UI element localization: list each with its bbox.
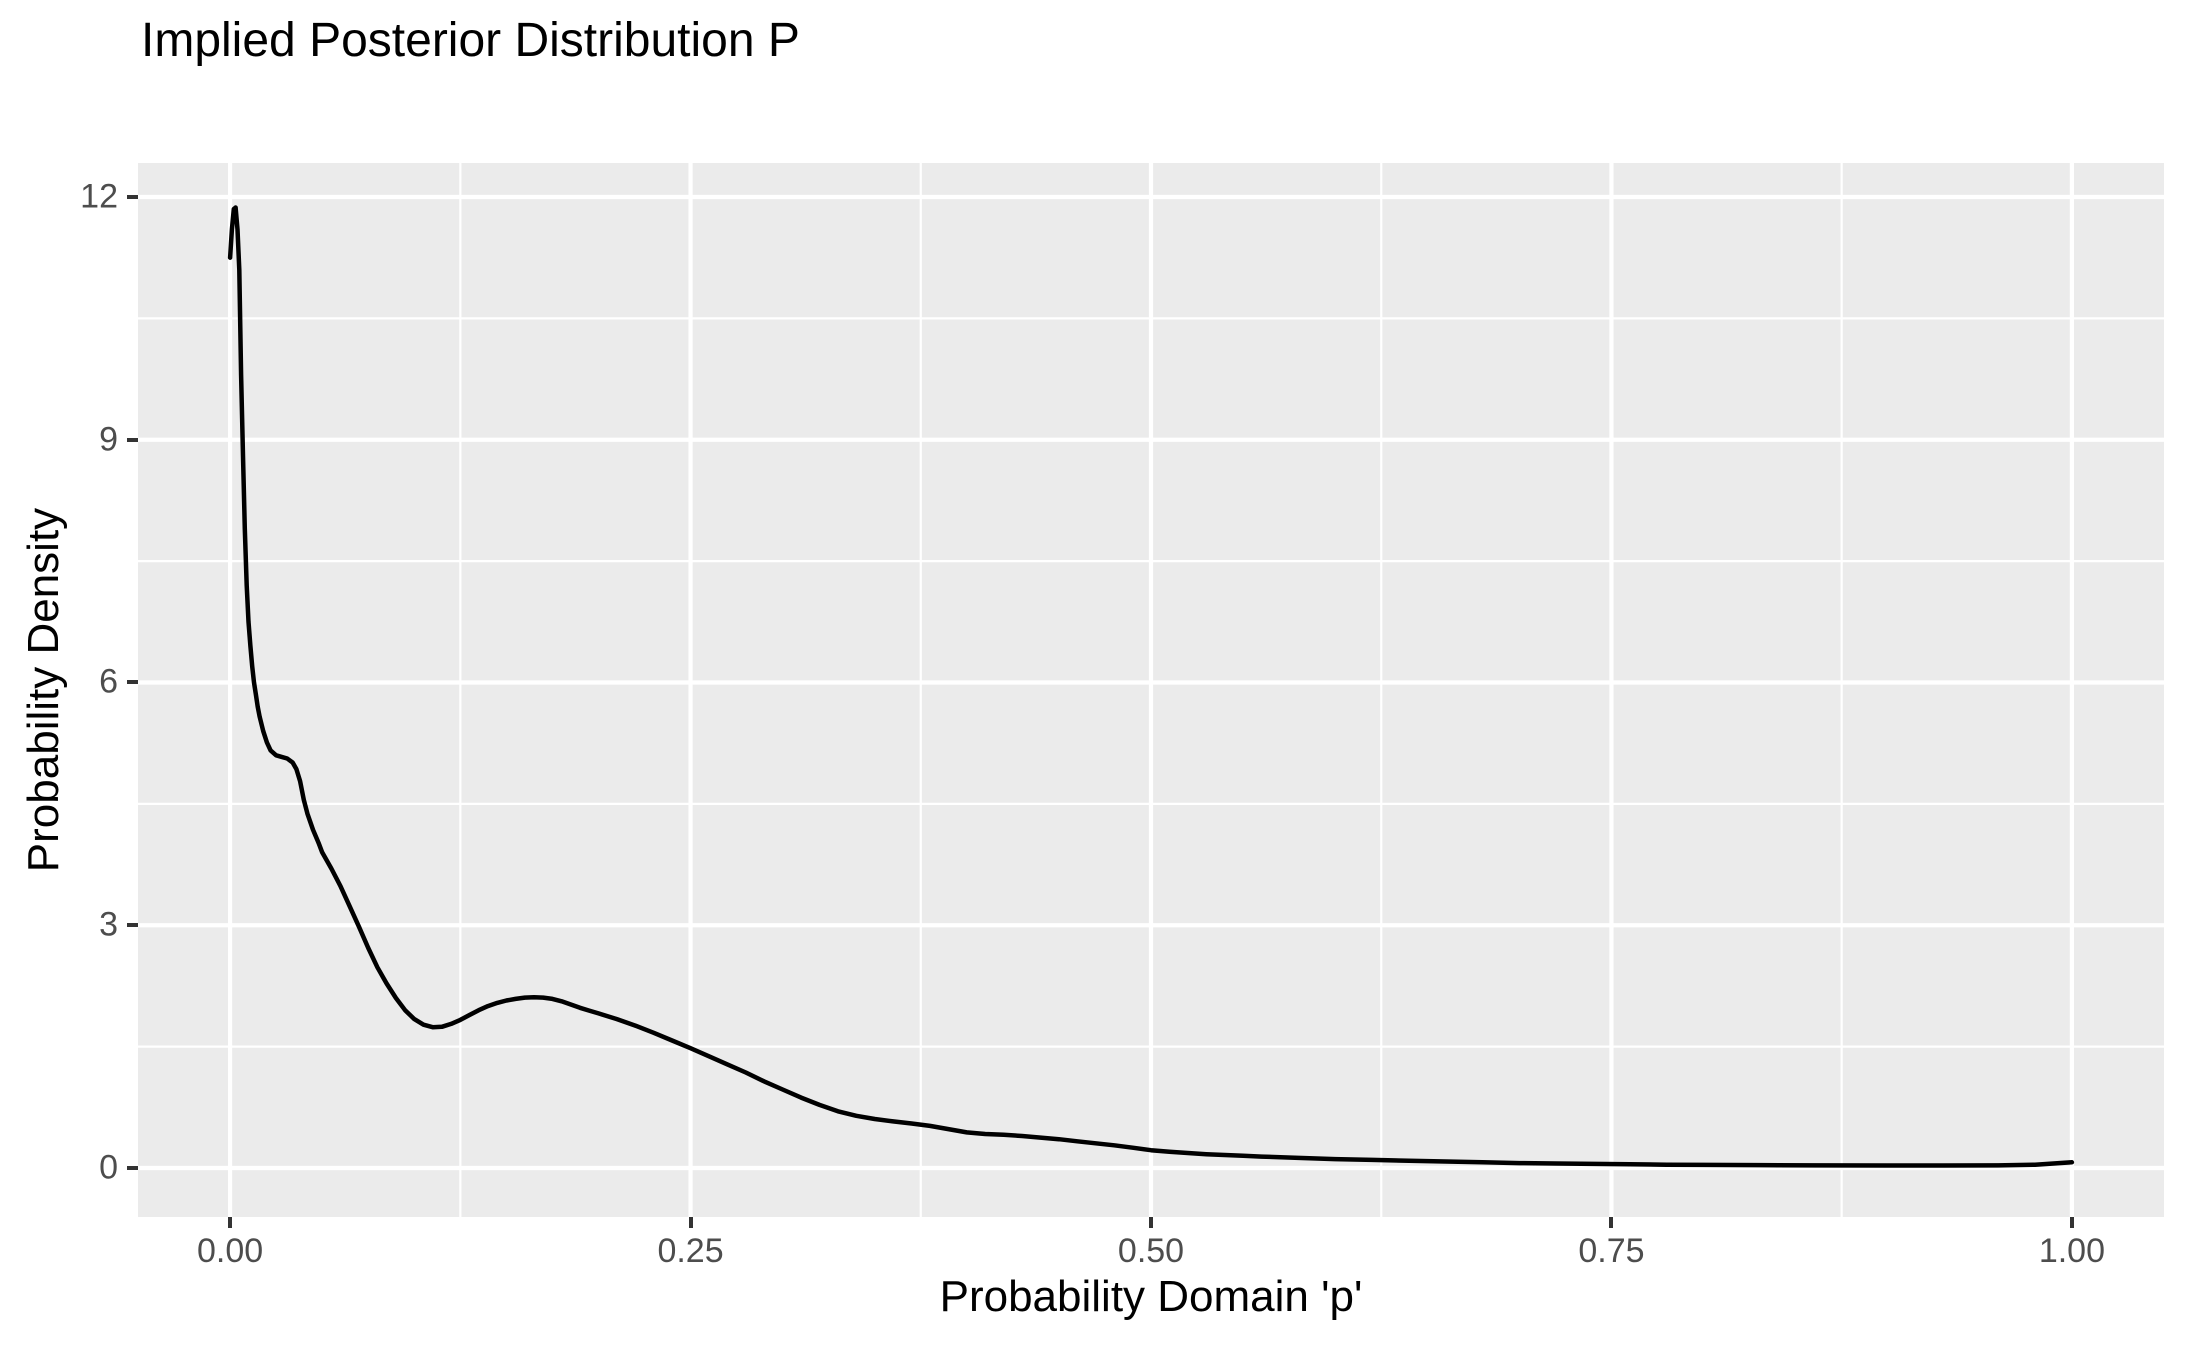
- y-tick-mark: [127, 680, 138, 685]
- posterior-density-curve: [227, 205, 2075, 1168]
- y-tick-label: 6: [99, 662, 118, 701]
- x-tick-label: 0.75: [1578, 1232, 1645, 1270]
- y-tick-mark: [127, 194, 138, 199]
- x-axis-title: Probability Domain 'p': [939, 1272, 1363, 1321]
- y-tick-label: 0: [99, 1148, 118, 1187]
- y-tick-label: 12: [80, 177, 118, 216]
- plot-title: Implied Posterior Distribution P: [141, 14, 800, 67]
- x-tick-label: 0.00: [196, 1232, 264, 1270]
- x-tick-label: 1.00: [2038, 1232, 2105, 1270]
- x-tick-mark: [1149, 1217, 1153, 1228]
- x-tick-mark: [2069, 1217, 2074, 1228]
- x-tick-label: 0.25: [657, 1232, 724, 1270]
- plot-canvas: [138, 163, 2164, 1217]
- y-tick-mark: [127, 437, 138, 442]
- y-tick-label: 9: [99, 420, 118, 459]
- y-tick-mark: [127, 1165, 138, 1170]
- y-tick-label: 3: [99, 905, 118, 944]
- x-tick-label: 0.50: [1117, 1232, 1185, 1270]
- x-tick-mark: [688, 1217, 693, 1228]
- x-tick-mark: [1609, 1217, 1614, 1228]
- plot-panel: [138, 163, 2164, 1217]
- x-tick-mark: [228, 1217, 233, 1228]
- y-tick-mark: [127, 923, 138, 928]
